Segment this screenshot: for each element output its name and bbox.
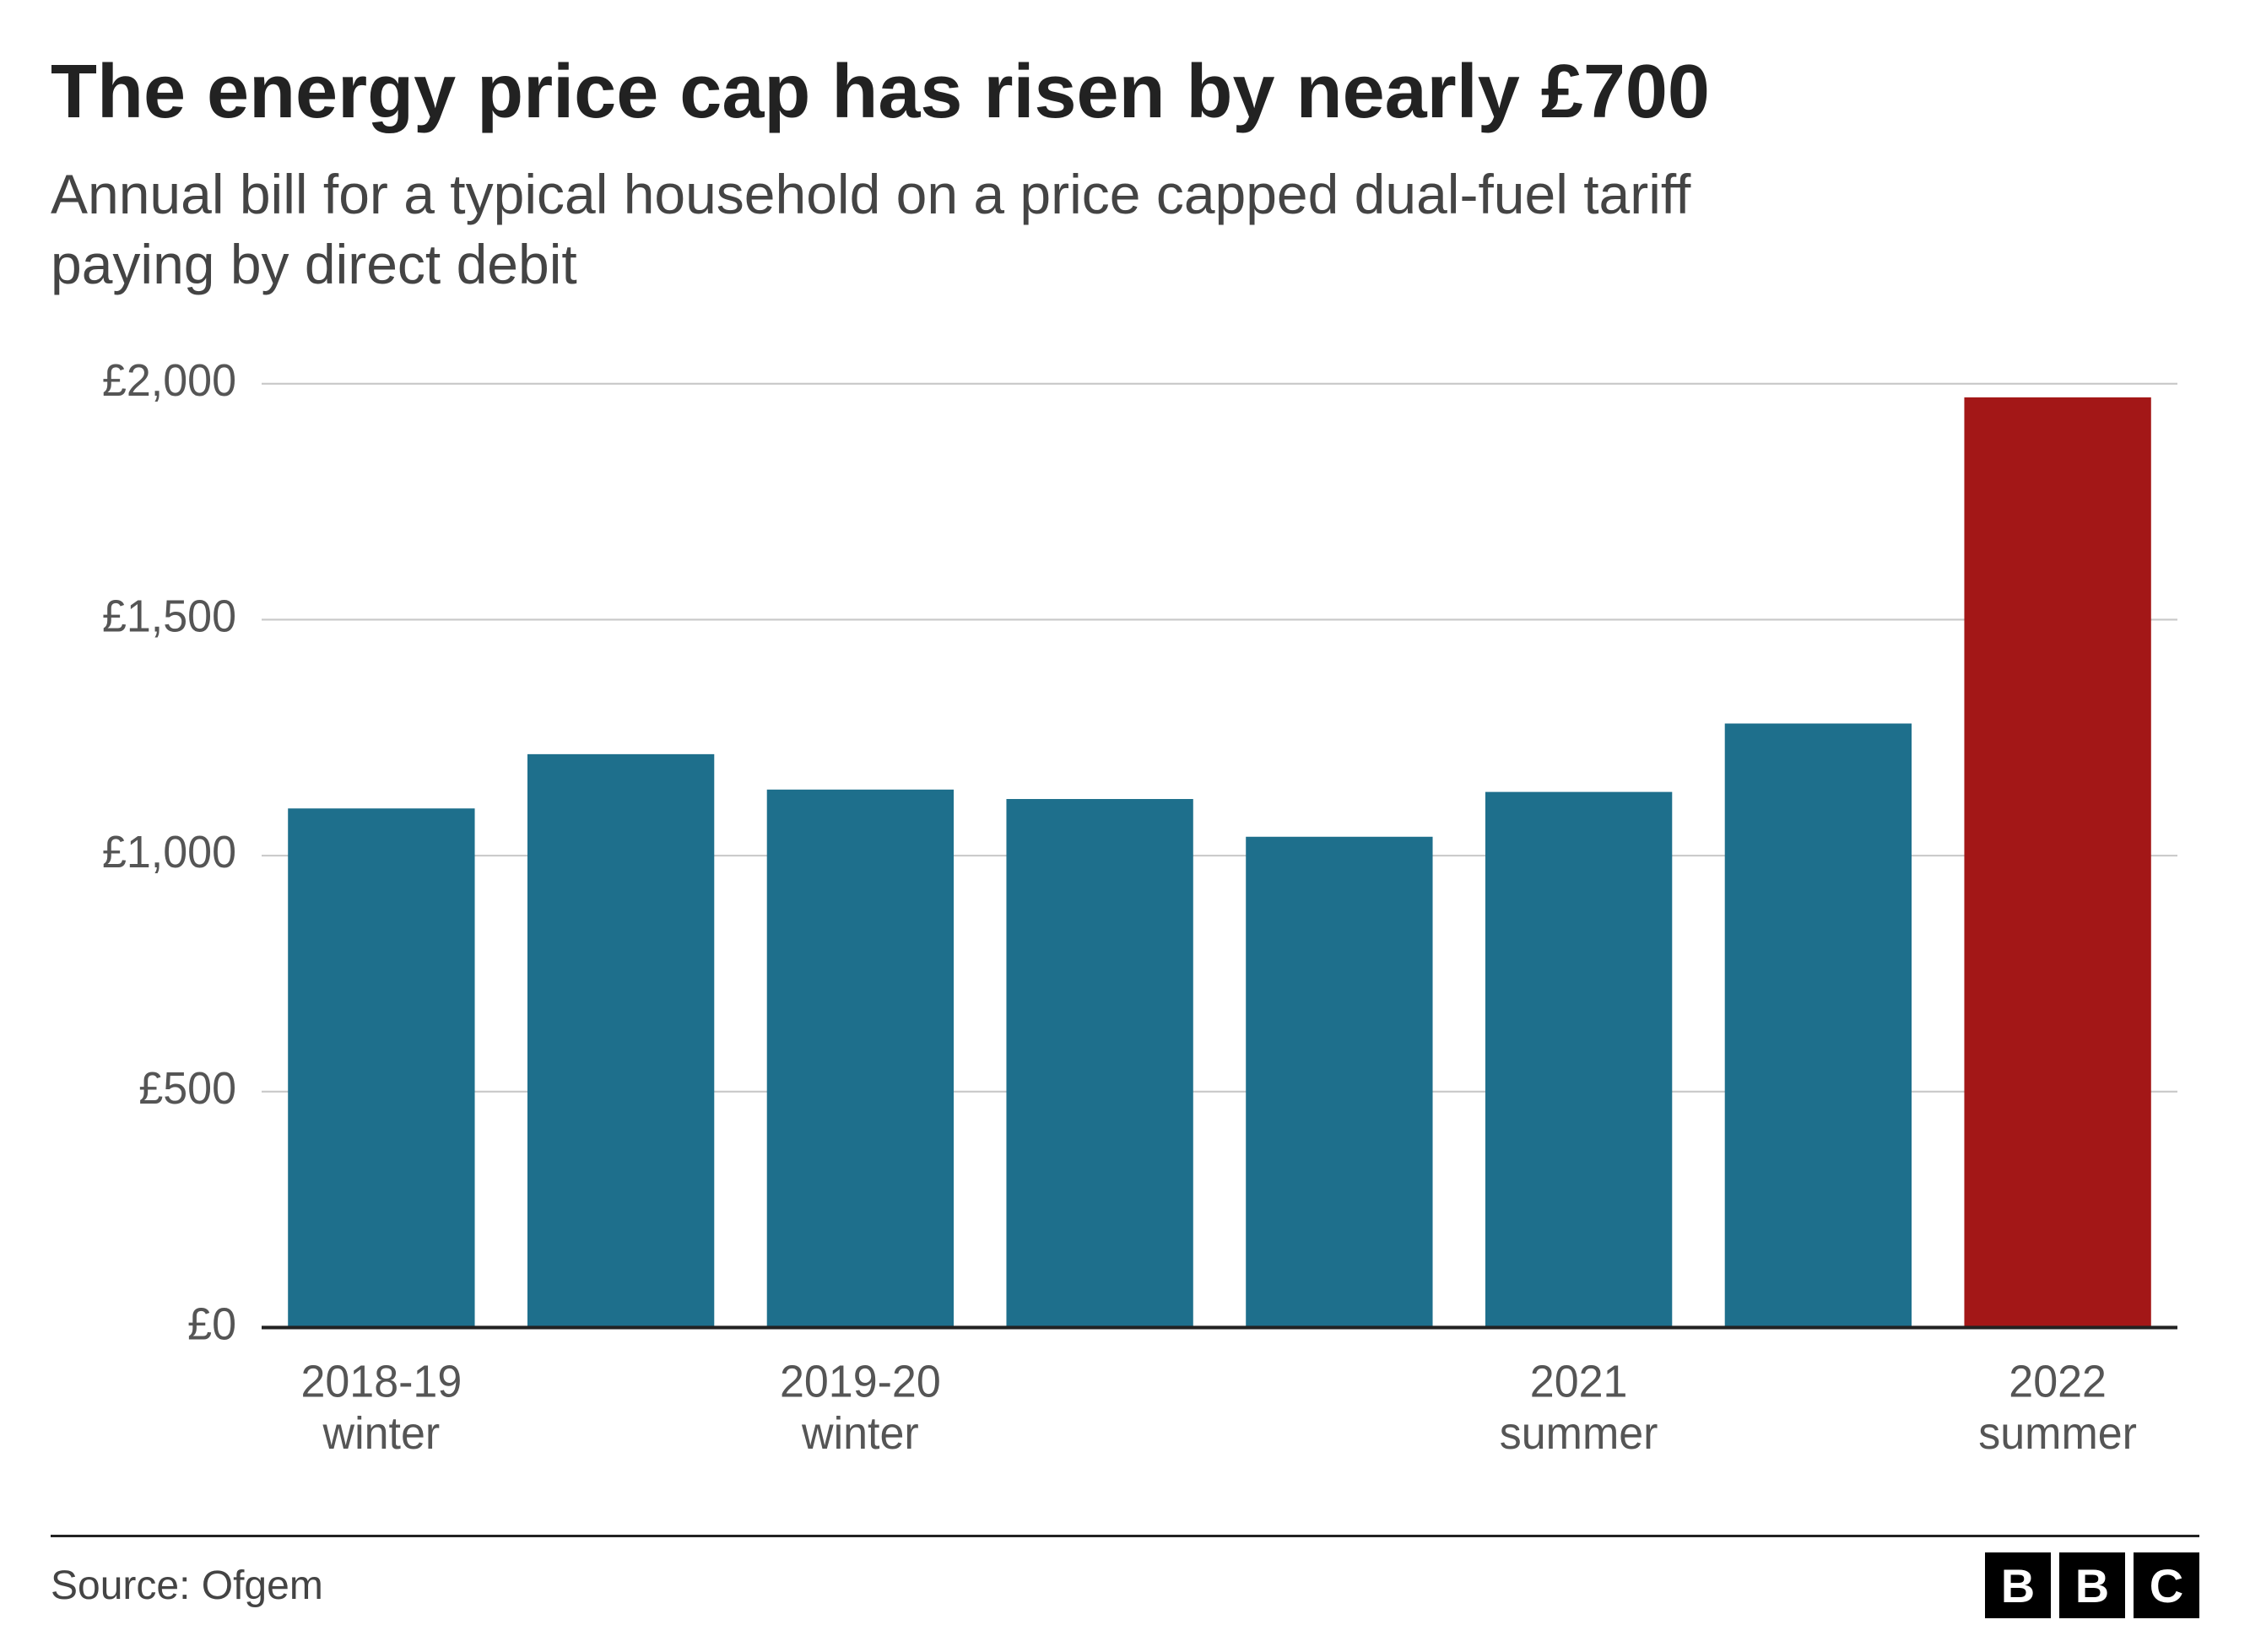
- bar: [1006, 799, 1193, 1327]
- bar: [767, 790, 954, 1328]
- chart-title: The energy price cap has risen by nearly…: [51, 51, 2199, 134]
- y-tick-label: £2,000: [102, 358, 236, 406]
- bar: [1725, 724, 1912, 1328]
- y-tick-label: £1,000: [102, 828, 236, 878]
- chart-container: The energy price cap has risen by nearly…: [0, 0, 2250, 1652]
- bar: [1964, 397, 2150, 1327]
- source-label: Source: Ofgem: [51, 1563, 323, 1609]
- x-tick-label: 2019-20winter: [780, 1357, 941, 1459]
- chart-footer: Source: Ofgem B B C: [51, 1535, 2199, 1618]
- bar: [288, 808, 474, 1327]
- bbc-logo-letter: B: [1985, 1552, 2051, 1618]
- y-tick-label: £1,500: [102, 591, 236, 642]
- x-tick-label: 2022summer: [1978, 1357, 2137, 1459]
- bar: [527, 754, 714, 1328]
- y-tick-label: £0: [187, 1299, 236, 1350]
- x-tick-label: 2021summer: [1500, 1357, 1658, 1459]
- y-tick-label: £500: [138, 1063, 236, 1114]
- bar-chart-svg: £0 £500 £1,000 £1,500 £2,000 2018-19winter 201…: [51, 358, 2199, 1509]
- chart-area: £0 £500 £1,000 £1,500 £2,000 2018-19winter 201…: [51, 358, 2199, 1509]
- chart-subtitle: Annual bill for a typical household on a…: [51, 159, 1823, 299]
- bar: [1246, 837, 1432, 1328]
- bbc-logo-letter: B: [2059, 1552, 2125, 1618]
- bbc-logo-letter: C: [2134, 1552, 2199, 1618]
- bbc-logo: B B C: [1985, 1552, 2199, 1618]
- x-tick-label: 2018-19winter: [300, 1357, 462, 1459]
- bar: [1485, 792, 1672, 1328]
